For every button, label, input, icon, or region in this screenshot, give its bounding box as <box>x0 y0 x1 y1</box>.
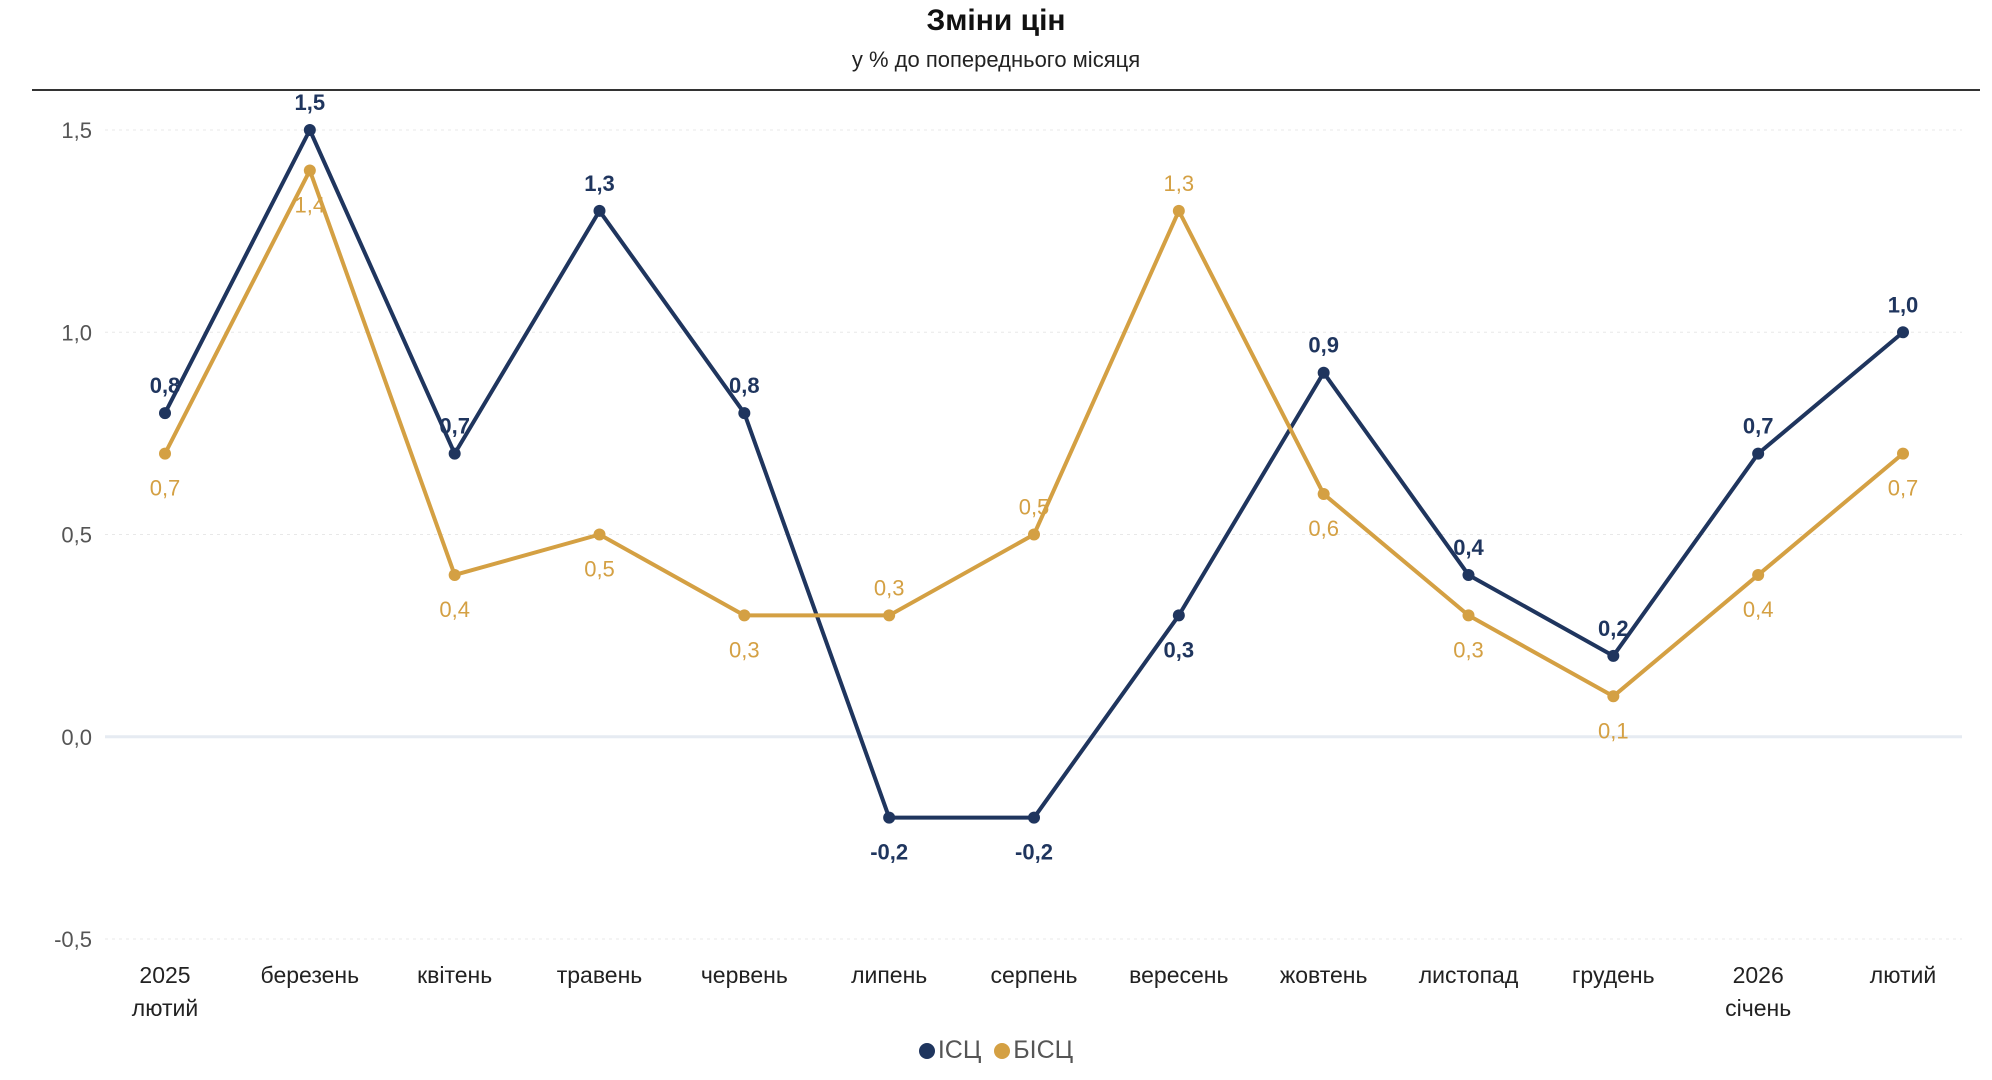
data-point <box>593 204 606 217</box>
data-point <box>1317 488 1330 501</box>
data-label: 1,0 <box>1888 292 1919 317</box>
data-point <box>1897 447 1909 460</box>
data-point <box>1317 366 1330 379</box>
data-point <box>1028 811 1040 824</box>
chart-title: Зміни цін <box>926 4 1066 37</box>
data-point <box>1172 609 1185 622</box>
data-label: 0,8 <box>150 373 181 398</box>
data-point <box>593 528 606 541</box>
data-point <box>1607 690 1620 703</box>
data-label: 0,2 <box>1598 616 1629 641</box>
x-tick-label: лютий <box>1870 962 1936 988</box>
data-point <box>448 568 461 581</box>
x-tick-label: листопад <box>1419 962 1519 988</box>
data-point <box>1897 326 1909 339</box>
title-divider <box>32 89 1980 91</box>
data-label: 0,4 <box>1453 535 1484 560</box>
data-label: 0,7 <box>150 476 181 501</box>
data-point <box>159 447 171 460</box>
data-label: 0,3 <box>729 637 760 662</box>
data-label: 0,8 <box>729 373 760 398</box>
x-tick-label: квітень <box>417 962 492 988</box>
y-tick-label: 1,5 <box>61 118 92 143</box>
legend-label: БІСЦ <box>1013 1036 1074 1064</box>
data-point <box>1462 568 1475 581</box>
data-label: 0,5 <box>584 557 615 582</box>
data-label: 0,3 <box>1164 637 1195 662</box>
data-label: 0,9 <box>1308 333 1339 358</box>
legend-marker <box>918 1043 935 1060</box>
y-tick-label: 0,0 <box>61 725 92 750</box>
data-label: 1,4 <box>295 192 326 217</box>
data-label: -0,2 <box>870 840 908 865</box>
chart-subtitle: у % до попереднього місяця <box>851 47 1141 72</box>
x-tick-label: вересень <box>1129 962 1228 988</box>
data-label: 0,3 <box>1453 637 1484 662</box>
data-label: 0,7 <box>1888 476 1919 501</box>
data-point <box>883 811 896 824</box>
data-label: 0,3 <box>874 575 905 600</box>
x-tick-label: 2026 <box>1733 962 1784 988</box>
y-tick-label: 0,5 <box>61 523 92 548</box>
data-label: 0,7 <box>439 414 470 439</box>
x-tick-label: травень <box>557 962 643 988</box>
y-tick-label: -0,5 <box>54 927 92 952</box>
legend-item-bisc[interactable]: БІСЦ <box>994 1036 1073 1064</box>
x-tick-label: грудень <box>1572 962 1655 988</box>
data-point <box>1607 649 1620 662</box>
x-tick-label: липень <box>851 962 927 988</box>
legend: ІСЦ БІСЦ <box>0 1036 1992 1065</box>
x-tick-label: січень <box>1725 995 1791 1021</box>
y-tick-label: 1,0 <box>61 320 92 345</box>
data-point <box>303 124 316 136</box>
data-label: 0,1 <box>1598 718 1629 743</box>
x-tick-label: жовтень <box>1280 962 1368 988</box>
data-point <box>1462 609 1475 622</box>
legend-marker <box>994 1043 1011 1060</box>
data-point <box>1752 568 1765 581</box>
data-label: 0,4 <box>439 597 470 622</box>
data-point <box>1172 204 1185 217</box>
x-tick-label: 2025 <box>139 962 190 988</box>
x-tick-label: березень <box>261 962 360 988</box>
x-tick-label: серпень <box>990 962 1077 988</box>
data-label: 1,3 <box>1164 171 1195 196</box>
data-point <box>1752 447 1765 460</box>
data-point <box>883 609 896 622</box>
legend-label: ІСЦ <box>937 1036 982 1064</box>
data-point <box>1028 528 1040 541</box>
data-label: 0,6 <box>1308 516 1339 541</box>
x-tick-label: лютий <box>132 995 198 1021</box>
x-tick-label: червень <box>701 962 788 988</box>
data-point <box>159 407 171 420</box>
data-point <box>738 609 751 622</box>
data-label: 0,5 <box>1019 495 1050 520</box>
legend-item-isc[interactable]: ІСЦ <box>918 1036 982 1064</box>
data-label: 0,7 <box>1743 414 1774 439</box>
data-label: -0,2 <box>1015 840 1053 865</box>
data-label: 1,3 <box>584 171 615 196</box>
data-point <box>448 447 461 460</box>
data-label: 0,4 <box>1743 597 1774 622</box>
series-line-isc <box>163 128 1905 820</box>
data-point <box>303 164 316 177</box>
data-label: 1,5 <box>295 90 326 115</box>
data-point <box>738 407 751 420</box>
